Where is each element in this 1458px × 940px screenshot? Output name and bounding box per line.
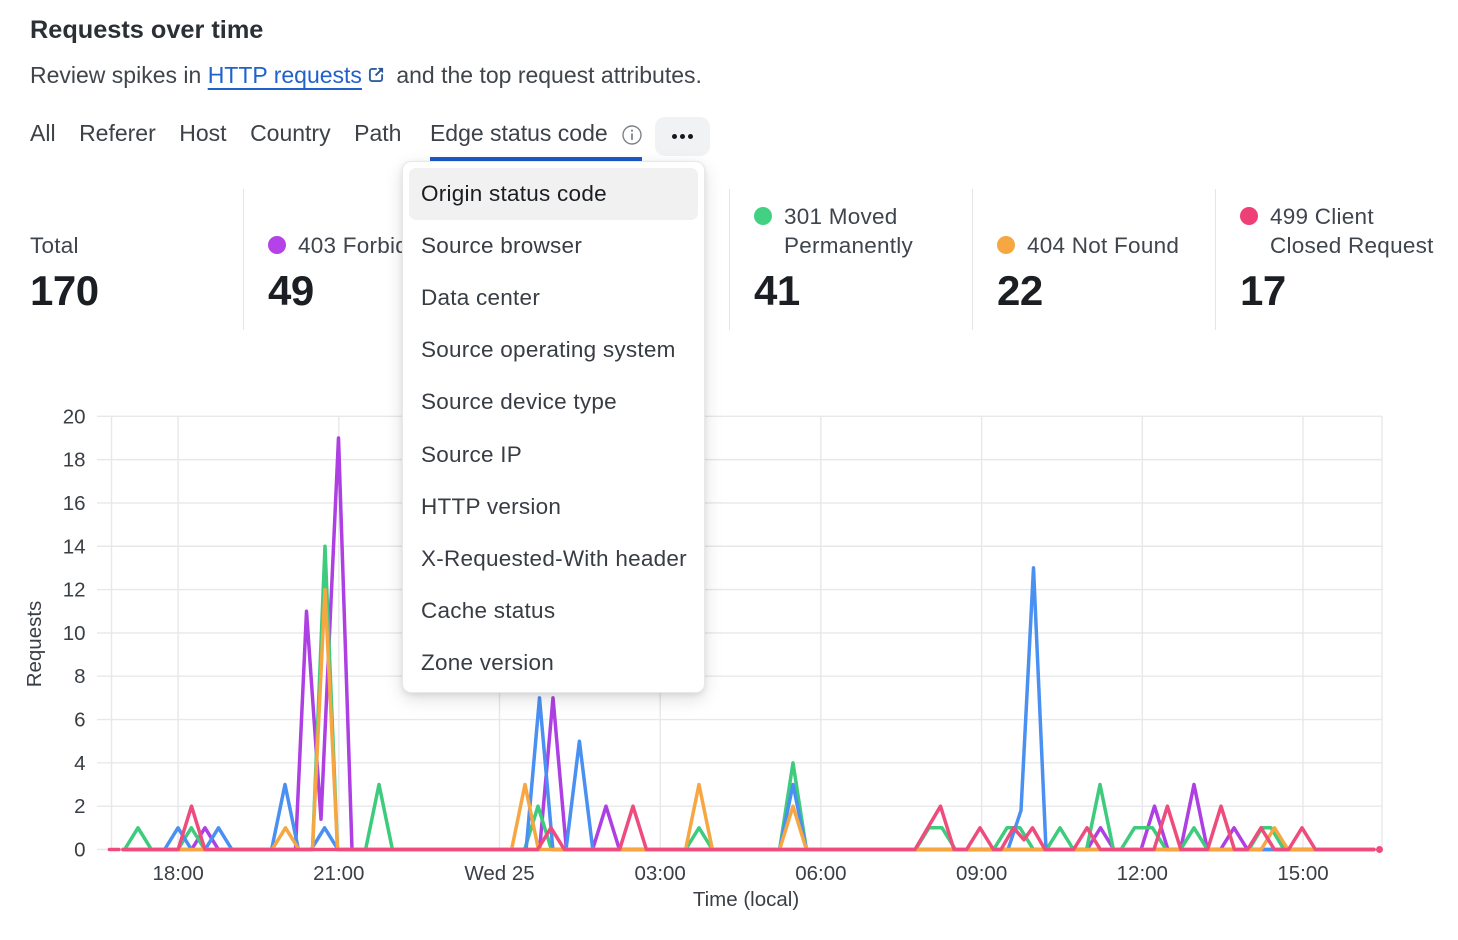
svg-text:18: 18 — [63, 449, 86, 472]
svg-text:15:00: 15:00 — [1277, 862, 1328, 885]
svg-text:21:00: 21:00 — [313, 862, 364, 885]
svg-text:6: 6 — [74, 709, 85, 732]
svg-text:4: 4 — [74, 752, 85, 775]
svg-text:10: 10 — [63, 622, 86, 645]
svg-text:16: 16 — [63, 492, 86, 515]
svg-text:Requests: Requests — [23, 601, 46, 688]
svg-text:12: 12 — [63, 579, 86, 602]
svg-text:8: 8 — [74, 665, 85, 688]
svg-text:Time (local): Time (local) — [693, 888, 799, 911]
svg-text:06:00: 06:00 — [795, 862, 846, 885]
svg-text:12:00: 12:00 — [1117, 862, 1168, 885]
svg-text:0: 0 — [74, 839, 85, 862]
svg-text:20: 20 — [63, 405, 86, 428]
svg-text:Wed 25: Wed 25 — [464, 862, 534, 885]
svg-text:14: 14 — [63, 535, 86, 558]
svg-text:03:00: 03:00 — [635, 862, 686, 885]
svg-text:18:00: 18:00 — [152, 862, 203, 885]
svg-text:09:00: 09:00 — [956, 862, 1007, 885]
svg-text:2: 2 — [74, 795, 85, 818]
